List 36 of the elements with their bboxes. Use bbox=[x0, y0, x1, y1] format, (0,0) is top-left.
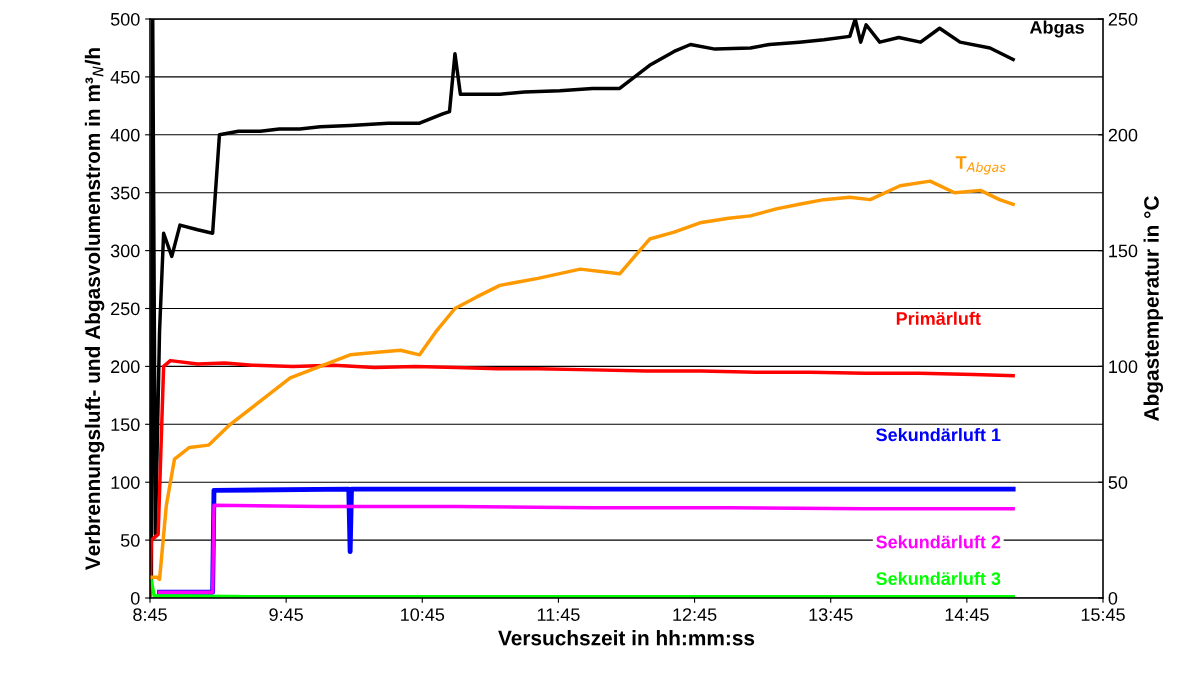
series-label: T$_{Abgas}$ bbox=[955, 156, 1006, 175]
y-tick-label: 200 bbox=[111, 360, 140, 374]
y-tick-label: 100 bbox=[111, 476, 140, 489]
y-tick-label: 500 bbox=[110, 12, 140, 26]
y2-tick-label: 0 bbox=[1108, 591, 1118, 605]
x-tick-label: 12:45 bbox=[673, 608, 717, 621]
y-tick-label: 150 bbox=[111, 418, 140, 432]
series-label: Abgas bbox=[1029, 20, 1084, 38]
y2-tick-label: 100 bbox=[1109, 360, 1138, 374]
x-tick-label: 14:45 bbox=[945, 608, 989, 621]
y2-tick-label: 200 bbox=[1108, 128, 1138, 142]
y-tick-label: 250 bbox=[111, 302, 140, 316]
y-tick-label: 0 bbox=[130, 591, 140, 605]
y-tick-label: 50 bbox=[120, 534, 140, 547]
y-axis-title: Verbrennungsluft- und Abgasvolumenstrom in m³$_{N}$/h bbox=[84, 48, 105, 571]
x-axis-title: Versuchszeit in hh:mm:ss bbox=[498, 630, 755, 646]
y-tick-label: 400 bbox=[110, 128, 140, 142]
line-series bbox=[157, 503, 1015, 594]
y2-tick-label: 50 bbox=[1108, 476, 1128, 489]
x-tick-label: 8:45 bbox=[133, 608, 167, 621]
x-tick-label: 15:45 bbox=[1081, 608, 1125, 621]
y2-tick-label: 250 bbox=[1108, 12, 1138, 26]
text: Primärluft bbox=[896, 311, 981, 325]
x-tick-label: 13:45 bbox=[809, 608, 853, 621]
text: Sekundärluft 1 bbox=[876, 427, 1001, 442]
y2-axis-title: Abgastemperatur in °C bbox=[1143, 196, 1164, 421]
x-tick-label: 10:45 bbox=[401, 608, 445, 621]
y-tick-label: 300 bbox=[110, 244, 140, 258]
y2-tick-label: 150 bbox=[1109, 244, 1138, 258]
y-tick-label: 350 bbox=[110, 186, 140, 200]
series-label: Sekundärluft 3 bbox=[876, 571, 1001, 586]
series-label: Sekundärluft 2 bbox=[876, 535, 1001, 549]
line-series bbox=[150, 358, 1015, 598]
x-tick-label: 11:45 bbox=[537, 608, 580, 621]
y-tick-label: 450 bbox=[110, 70, 140, 84]
x-tick-label: 9:45 bbox=[269, 608, 303, 621]
